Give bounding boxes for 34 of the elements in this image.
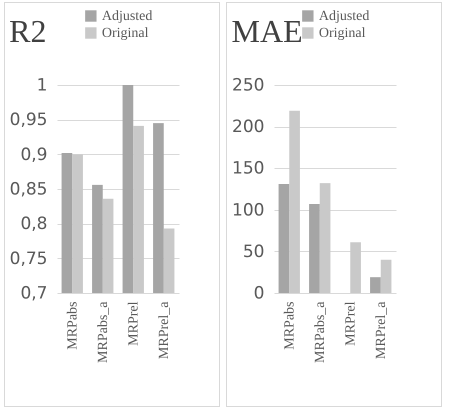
bar	[380, 260, 392, 293]
bar	[309, 204, 320, 293]
bar	[289, 110, 300, 293]
y-tick-label: 0,75	[10, 248, 48, 269]
y-tick-label: 0,7	[20, 284, 48, 304]
legend-label: Adjusted	[102, 9, 152, 24]
x-tick-label: MRPabs	[282, 302, 298, 350]
x-tick-label: MRPabs	[65, 302, 80, 350]
y-tick-label: 200	[232, 117, 264, 138]
x-tick-label: MRPrel_a	[156, 300, 172, 360]
x-tick-label: MRPabs_a	[312, 300, 328, 363]
y-tick-label: 150	[232, 158, 264, 179]
y-tick-label: 100	[232, 200, 264, 220]
chart-title: R2	[9, 13, 46, 49]
legend-label: Adjusted	[318, 9, 370, 24]
bar	[320, 183, 330, 293]
y-tick-label: 0,85	[10, 180, 48, 200]
chart-title: MAE	[232, 13, 303, 49]
y-tick-label: 0,8	[20, 214, 48, 234]
bar	[350, 242, 361, 293]
y-tick-label: 0	[254, 284, 264, 304]
bar	[278, 184, 290, 293]
legend-label: Original	[102, 26, 149, 41]
x-tick-label: MRPrel	[126, 301, 142, 346]
x-tick-label: MRPrel_a	[374, 300, 389, 360]
x-tick-label: MRPabs_a	[96, 300, 111, 363]
y-tick-label: 0,9	[20, 144, 48, 165]
bar	[370, 277, 381, 293]
legend-label: Original	[318, 26, 366, 41]
y-tick-label: 250	[232, 76, 264, 96]
y-tick-label: 50	[242, 242, 264, 262]
y-tick-label: 1	[36, 76, 48, 96]
x-tick-label: MRPrel	[343, 301, 358, 346]
y-tick-label: 0,95	[10, 110, 48, 130]
